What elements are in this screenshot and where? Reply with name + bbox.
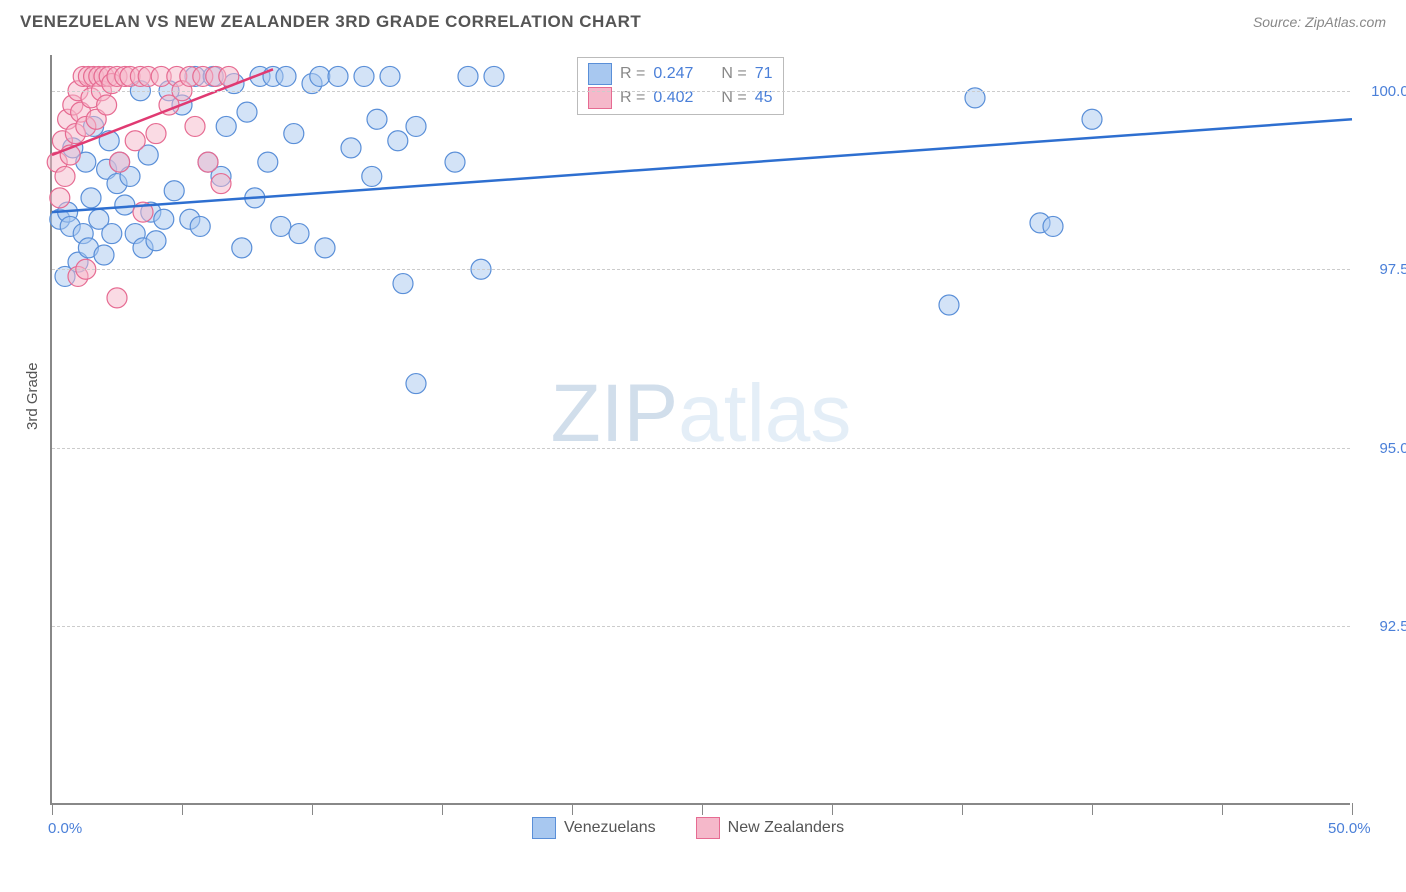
n-value-blue: 71 — [755, 62, 773, 86]
series-legend: Venezuelans New Zealanders — [532, 817, 844, 839]
chart-plot-area: ZIPatlas R = 0.247 N = 71 R = 0.402 N = … — [50, 55, 1350, 805]
n-label-2: N = — [721, 86, 746, 110]
chart-title: VENEZUELAN VS NEW ZEALANDER 3RD GRADE CO… — [20, 12, 641, 32]
x-tick — [702, 803, 703, 815]
r-label-2: R = — [620, 86, 645, 110]
gridline — [52, 626, 1350, 627]
source-label: Source: ZipAtlas.com — [1253, 14, 1386, 30]
y-tick-label: 100.0% — [1362, 83, 1406, 100]
x-tick — [52, 803, 53, 815]
x-tick — [312, 803, 313, 815]
x-tick-label: 50.0% — [1328, 820, 1371, 837]
x-tick — [1092, 803, 1093, 815]
gridline — [52, 91, 1350, 92]
y-axis-label: 3rd Grade — [24, 362, 41, 430]
x-tick — [572, 803, 573, 815]
x-tick — [962, 803, 963, 815]
correlation-legend: R = 0.247 N = 71 R = 0.402 N = 45 — [577, 57, 784, 115]
x-tick — [1352, 803, 1353, 815]
venezuelans-label: Venezuelans — [564, 819, 656, 837]
n-value-pink: 45 — [755, 86, 773, 110]
r-value-pink: 0.402 — [653, 86, 693, 110]
r-value-blue: 0.247 — [653, 62, 693, 86]
r-label: R = — [620, 62, 645, 86]
y-tick-label: 97.5% — [1362, 261, 1406, 278]
gridline — [52, 448, 1350, 449]
y-tick-label: 95.0% — [1362, 440, 1406, 457]
newzealanders-label: New Zealanders — [728, 819, 845, 837]
x-tick-label: 0.0% — [48, 820, 82, 837]
newzealanders-swatch — [696, 817, 720, 839]
blue-swatch — [588, 63, 612, 85]
chart-svg — [52, 55, 1350, 803]
venezuelans-swatch — [532, 817, 556, 839]
x-tick — [442, 803, 443, 815]
x-tick — [182, 803, 183, 815]
y-tick-label: 92.5% — [1362, 618, 1406, 635]
n-label: N = — [721, 62, 746, 86]
x-tick — [1222, 803, 1223, 815]
gridline — [52, 269, 1350, 270]
x-tick — [832, 803, 833, 815]
